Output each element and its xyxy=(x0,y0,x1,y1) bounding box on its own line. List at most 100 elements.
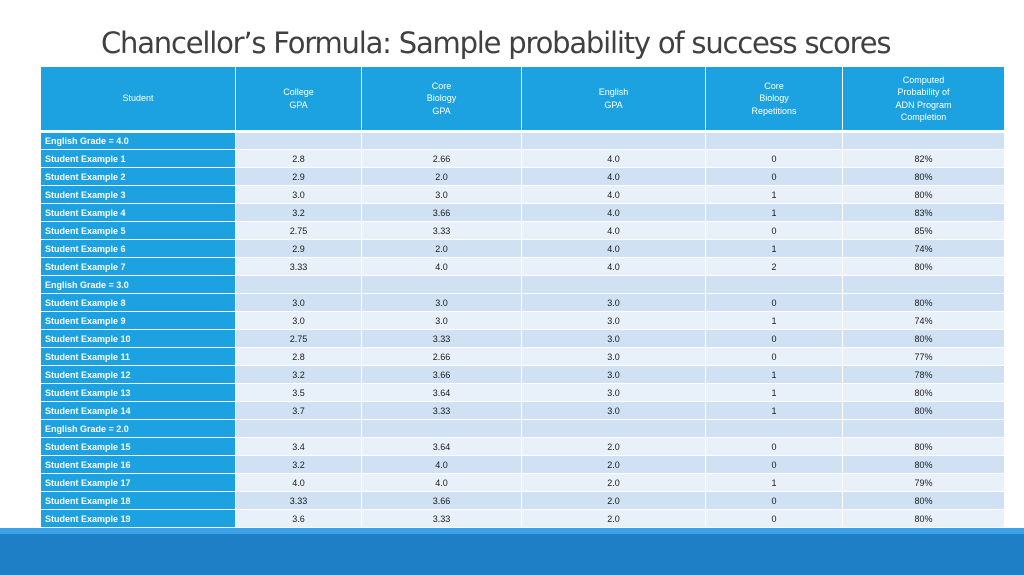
value-cell: 80% xyxy=(842,185,1005,204)
column-header: Computed Probability of ADN Program Complet… xyxy=(842,66,1005,133)
table-row: Student Example 4 3.2 3.66 4.0 1 83% xyxy=(40,203,1005,222)
value-cell: 3.0 xyxy=(235,185,362,204)
value-cell: 3.0 xyxy=(521,293,706,312)
value-cell: 2.0 xyxy=(361,167,522,186)
group-label: English Grade = 2.0 xyxy=(40,419,236,438)
value-cell: 3.0 xyxy=(361,311,522,330)
value-cell: 79% xyxy=(842,473,1005,492)
value-cell: 0 xyxy=(705,293,843,312)
column-header-line: Biology xyxy=(426,93,457,104)
student-name-cell: Student Example 1 xyxy=(40,149,236,168)
value-cell: 2.66 xyxy=(361,149,522,168)
value-cell: 3.0 xyxy=(235,293,362,312)
value-cell: 3.33 xyxy=(361,401,522,420)
column-header-line: GPA xyxy=(604,99,623,110)
empty-cell xyxy=(705,419,843,438)
empty-cell xyxy=(361,275,522,294)
value-cell: 1 xyxy=(705,311,843,330)
column-header-line: Repetitions xyxy=(751,105,797,116)
student-name-cell: Student Example 4 xyxy=(40,203,236,222)
column-header-line: College xyxy=(283,87,314,97)
value-cell: 1 xyxy=(705,383,843,402)
column-header-line: Probability of xyxy=(897,87,950,97)
student-name-cell: Student Example 6 xyxy=(40,239,236,258)
value-cell: 80% xyxy=(842,383,1005,402)
table-row: Student Example 5 2.75 3.33 4.0 0 85% xyxy=(40,221,1005,240)
empty-cell xyxy=(235,131,362,150)
value-cell: 3.33 xyxy=(235,257,362,276)
value-cell: 2.75 xyxy=(235,329,362,348)
probability-table: Student College GPA Core Biology GPA English GP… xyxy=(40,66,1005,528)
value-cell: 3.33 xyxy=(361,509,522,528)
empty-cell xyxy=(705,275,843,294)
column-header-line: Completion xyxy=(900,112,947,122)
column-header: Core Biology GPA xyxy=(361,66,522,133)
group-row: English Grade = 3.0 xyxy=(40,275,1005,294)
value-cell: 80% xyxy=(842,455,1005,474)
value-cell: 3.7 xyxy=(235,401,362,420)
group-label: English Grade = 3.0 xyxy=(40,275,236,294)
probability-table-container: Student College GPA Core Biology GPA English GP… xyxy=(40,66,1005,528)
value-cell: 83% xyxy=(842,203,1005,222)
column-header-line: Biology xyxy=(759,93,789,104)
value-cell: 3.2 xyxy=(235,203,362,222)
student-name-cell: Student Example 14 xyxy=(40,401,236,420)
value-cell: 0 xyxy=(705,437,843,456)
table-row: Student Example 9 3.0 3.0 3.0 1 74% xyxy=(40,311,1005,330)
value-cell: 74% xyxy=(842,311,1005,330)
slide-title: Chancellor’s Formula: Sample probability… xyxy=(101,26,892,60)
value-cell: 2.0 xyxy=(521,437,706,456)
value-cell: 0 xyxy=(705,509,843,528)
column-header-line: ADN Program xyxy=(895,99,952,110)
column-header: Student xyxy=(40,66,236,133)
value-cell: 3.0 xyxy=(521,347,706,366)
value-cell: 4.0 xyxy=(521,203,706,222)
student-name-cell: Student Example 2 xyxy=(40,167,236,186)
value-cell: 80% xyxy=(842,509,1005,528)
footer-bar xyxy=(0,528,1024,575)
table-row: Student Example 8 3.0 3.0 3.0 0 80% xyxy=(40,293,1005,312)
value-cell: 3.5 xyxy=(235,383,362,402)
student-name-cell: Student Example 18 xyxy=(40,491,236,510)
value-cell: 4.0 xyxy=(521,185,706,204)
value-cell: 3.64 xyxy=(361,437,522,456)
empty-cell xyxy=(521,419,706,438)
table-row: Student Example 10 2.75 3.33 3.0 0 80% xyxy=(40,329,1005,348)
column-header-line: Core xyxy=(764,80,784,91)
value-cell: 2.9 xyxy=(235,239,362,258)
table-row: Student Example 11 2.8 2.66 3.0 0 77% xyxy=(40,347,1005,366)
value-cell: 1 xyxy=(705,239,843,258)
value-cell: 0 xyxy=(705,347,843,366)
empty-cell xyxy=(521,131,706,150)
value-cell: 1 xyxy=(705,473,843,492)
student-name-cell: Student Example 7 xyxy=(40,257,236,276)
value-cell: 3.66 xyxy=(361,491,522,510)
value-cell: 3.0 xyxy=(521,401,706,420)
table-row: Student Example 14 3.7 3.33 3.0 1 80% xyxy=(40,401,1005,420)
table-header: Student College GPA Core Biology GPA English GP… xyxy=(40,66,1005,133)
student-name-cell: Student Example 12 xyxy=(40,365,236,384)
header-row: Student College GPA Core Biology GPA English GP… xyxy=(40,66,1005,133)
value-cell: 2.0 xyxy=(521,509,706,528)
student-name-cell: Student Example 10 xyxy=(40,329,236,348)
table-row: Student Example 12 3.2 3.66 3.0 1 78% xyxy=(40,365,1005,384)
empty-cell xyxy=(842,419,1005,438)
value-cell: 3.0 xyxy=(521,311,706,330)
value-cell: 3.64 xyxy=(361,383,522,402)
value-cell: 3.66 xyxy=(361,365,522,384)
value-cell: 2.66 xyxy=(361,347,522,366)
student-name-cell: Student Example 8 xyxy=(40,293,236,312)
value-cell: 77% xyxy=(842,347,1005,366)
value-cell: 80% xyxy=(842,491,1005,510)
value-cell: 0 xyxy=(705,491,843,510)
table-row: Student Example 18 3.33 3.66 2.0 0 80% xyxy=(40,491,1005,510)
value-cell: 78% xyxy=(842,365,1005,384)
column-header-line: GPA xyxy=(432,105,451,116)
value-cell: 74% xyxy=(842,239,1005,258)
student-name-cell: Student Example 9 xyxy=(40,311,236,330)
student-name-cell: Student Example 15 xyxy=(40,437,236,456)
value-cell: 0 xyxy=(705,329,843,348)
value-cell: 80% xyxy=(842,293,1005,312)
value-cell: 80% xyxy=(842,437,1005,456)
table-row: Student Example 6 2.9 2.0 4.0 1 74% xyxy=(40,239,1005,258)
